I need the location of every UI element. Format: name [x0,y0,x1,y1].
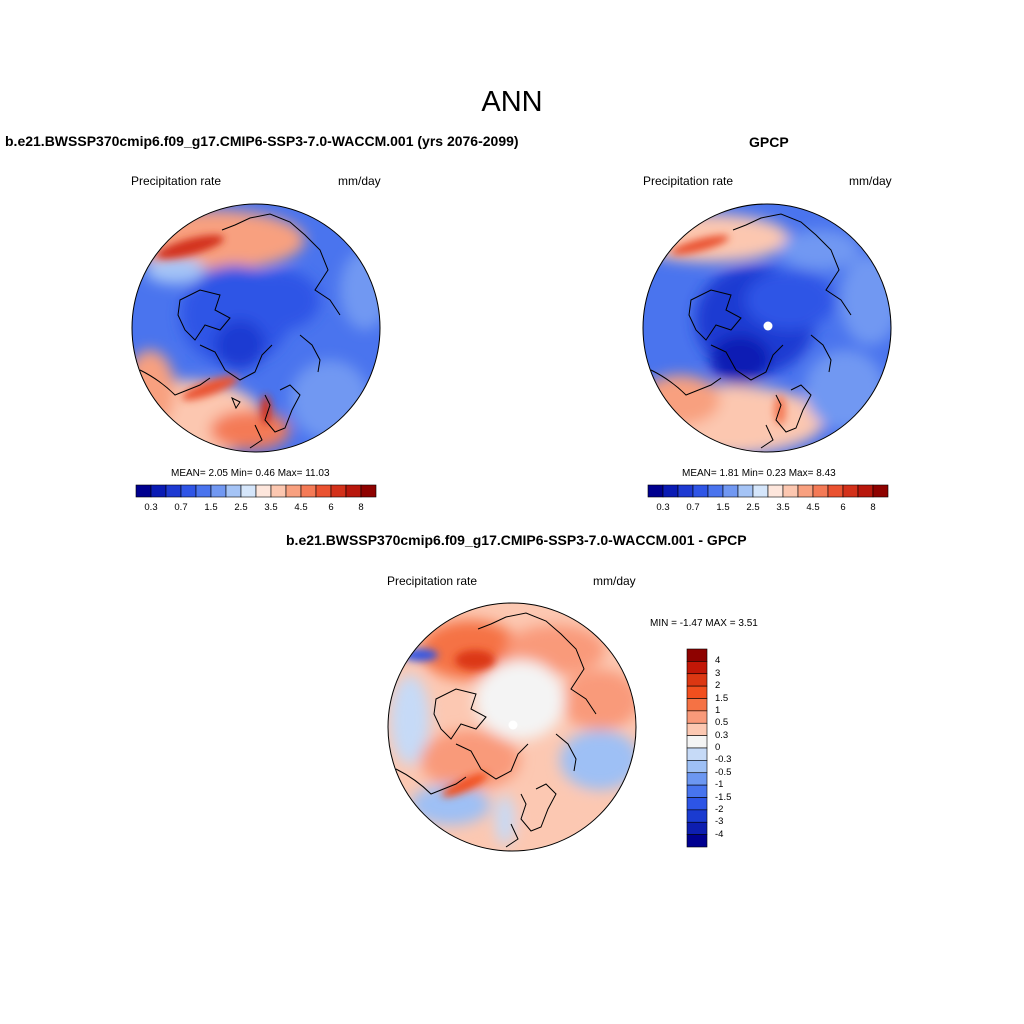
colorbar-gpcp-swatch [677,484,694,498]
panel2-units: mm/day [849,174,892,188]
colorbar-gpcp-swatch [692,484,709,498]
colorbar-gpcp-swatch [827,484,844,498]
colorbar-model [135,484,377,498]
colorbar-difference-tick-label: -0.3 [715,754,732,766]
colorbar-difference-swatch [686,784,708,798]
colorbar-difference-swatch [686,797,708,811]
colorbar-difference-swatch [686,735,708,749]
colorbar-gpcp-swatch [662,484,679,498]
colorbar-gpcp-tick-label: 4.5 [806,502,820,513]
colorbar-model-swatch [240,484,257,498]
colorbar-difference [686,648,708,848]
colorbar-difference-tick-label: 0.5 [715,717,729,729]
colorbar-gpcp-swatch [707,484,724,498]
panel3-title: b.e21.BWSSP370cmip6.f09_g17.CMIP6-SSP3-7… [286,532,747,548]
colorbar-gpcp-swatch [647,484,664,498]
colorbar-gpcp-swatch [782,484,799,498]
colorbar-model-swatch [135,484,152,498]
colorbar-difference-swatch [686,722,708,736]
panel1-stats: MEAN= 2.05 Min= 0.46 Max= 11.03 [171,468,330,479]
colorbar-model-swatch [360,484,377,498]
map-gpcp-precip [642,203,892,453]
colorbar-difference-swatch [686,834,708,848]
colorbar-model-swatch [195,484,212,498]
colorbar-model-swatch [315,484,332,498]
colorbar-difference-tick-label: 0 [715,742,721,753]
panel3-units: mm/day [593,574,636,588]
map-difference [387,602,637,852]
colorbar-difference-swatch [686,673,708,687]
colorbar-model-tick-label: 0.3 [144,502,158,513]
colorbar-difference-tick-label: -1.5 [715,791,732,803]
colorbar-difference-swatch [686,809,708,823]
colorbar-difference-swatch [686,772,708,786]
colorbar-difference-swatch [686,685,708,699]
colorbar-model-swatch [165,484,182,498]
colorbar-difference-swatch [686,760,708,774]
colorbar-difference-tick-label: 1 [715,704,721,716]
map-model-precip [131,203,381,453]
colorbar-difference-tick-label: -4 [715,828,724,840]
colorbar-gpcp-tick-label: 1.5 [716,502,730,513]
panel2-variable: Precipitation rate [643,174,734,188]
colorbar-model-swatch [270,484,287,498]
colorbar-gpcp-swatch [767,484,784,498]
colorbar-gpcp-tick-label: 6 [840,502,846,513]
colorbar-gpcp-tick-label: 2.5 [746,502,760,513]
colorbar-difference-tick-label: -1 [715,779,724,791]
colorbar-gpcp-swatch [812,484,829,498]
colorbar-gpcp-tick-label: 0.7 [686,502,700,513]
colorbar-difference-swatch [686,648,708,662]
colorbar-model-swatch [300,484,317,498]
colorbar-model-swatch [210,484,227,498]
colorbar-gpcp [647,484,889,498]
colorbar-difference-tick-label: 3 [715,667,721,679]
panel1-units: mm/day [338,174,381,188]
colorbar-difference-swatch [686,710,708,724]
colorbar-difference-swatch [686,661,708,675]
colorbar-gpcp-swatch [872,484,889,498]
colorbar-difference-swatch [686,698,708,712]
colorbar-difference-tick-label: -0.5 [715,766,732,778]
colorbar-model-swatch [150,484,167,498]
colorbar-gpcp-swatch [737,484,754,498]
colorbar-difference-tick-label: -3 [715,816,724,828]
colorbar-model-tick-label: 3.5 [264,502,278,513]
main-title: ANN [481,86,543,118]
colorbar-model-swatch [345,484,362,498]
panel1-title: b.e21.BWSSP370cmip6.f09_g17.CMIP6-SSP3-7… [5,133,519,149]
panel3-variable: Precipitation rate [387,574,478,588]
colorbar-model-swatch [330,484,347,498]
panel2-stats: MEAN= 1.81 Min= 0.23 Max= 8.43 [682,468,836,479]
colorbar-gpcp-swatch [752,484,769,498]
colorbar-gpcp-tick-label: 3.5 [776,502,790,513]
colorbar-model-tick-label: 2.5 [234,502,248,513]
colorbar-model-tick-label: 0.7 [174,502,188,513]
colorbar-model-tick-label: 1.5 [204,502,218,513]
colorbar-difference-swatch [686,821,708,835]
colorbar-gpcp-swatch [797,484,814,498]
colorbar-difference-tick-label: 2 [715,680,721,692]
colorbar-model-swatch [225,484,242,498]
colorbar-gpcp-swatch [857,484,874,498]
panel2-title: GPCP [749,134,789,150]
colorbar-model-swatch [255,484,272,498]
colorbar-gpcp-swatch [842,484,859,498]
colorbar-difference-tick-label: -2 [715,803,724,815]
colorbar-model-tick-label: 6 [328,502,334,513]
colorbar-model-swatch [285,484,302,498]
colorbar-model-swatch [180,484,197,498]
colorbar-model-tick-label: 8 [358,502,364,513]
colorbar-difference-swatch [686,747,708,761]
colorbar-gpcp-tick-label: 8 [870,502,876,513]
colorbar-model-tick-label: 4.5 [294,502,308,513]
colorbar-gpcp-swatch [722,484,739,498]
colorbar-difference-tick-label: 1.5 [715,692,729,704]
panel3-stats: MIN = -1.47 MAX = 3.51 [650,618,758,629]
panel1-variable: Precipitation rate [131,174,222,188]
colorbar-difference-tick-label: 4 [715,655,721,667]
colorbar-gpcp-tick-label: 0.3 [656,502,670,513]
colorbar-difference-tick-label: 0.3 [715,729,729,741]
